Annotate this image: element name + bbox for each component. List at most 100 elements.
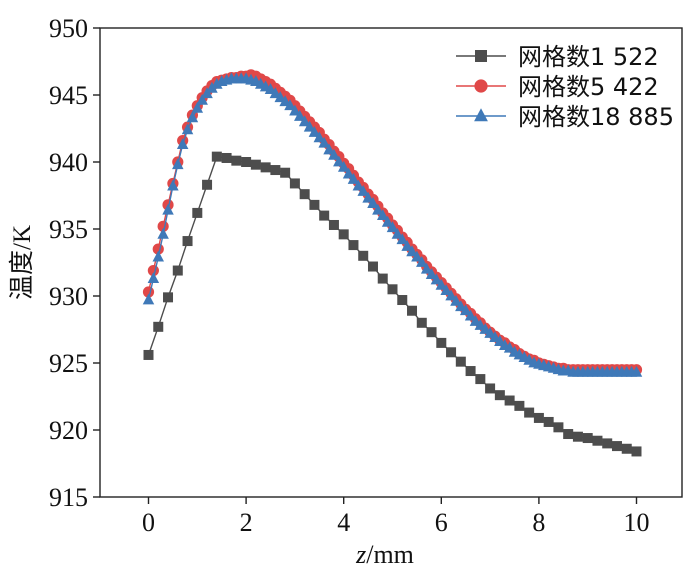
data-point-triangle	[333, 155, 345, 167]
data-point-square	[494, 390, 505, 401]
legend-label: 网格数1 522	[518, 43, 659, 71]
data-point-square	[416, 317, 427, 328]
data-point-triangle	[162, 203, 174, 215]
data-point-square	[504, 395, 515, 406]
data-point-triangle	[142, 293, 155, 305]
data-point-square	[475, 50, 487, 62]
data-point-square	[250, 159, 261, 170]
data-point-triangle	[420, 262, 433, 274]
data-point-square	[485, 383, 496, 394]
data-point-square	[319, 210, 330, 221]
data-point-square	[231, 155, 242, 166]
data-point-square	[582, 433, 593, 444]
data-point-square	[367, 261, 378, 272]
data-point-square	[280, 167, 291, 178]
data-point-triangle	[362, 191, 374, 203]
data-point-triangle	[196, 93, 208, 105]
x-axis-label-unit: /mm	[366, 540, 414, 569]
data-point-triangle	[337, 160, 350, 172]
data-point-triangle	[435, 278, 448, 290]
data-point-triangle	[152, 250, 165, 262]
y-tick-label: 930	[49, 282, 88, 311]
axes: 0 2 4 6 8 10 915 920 925 930 935 940 945 950 z/mm 温度/K	[8, 14, 683, 569]
x-tick-label: 4	[337, 508, 350, 537]
data-point-triangle	[425, 268, 438, 279]
data-point-square	[358, 250, 369, 261]
data-point-triangle	[367, 197, 379, 208]
plot-frame	[99, 27, 683, 498]
data-point-square	[465, 366, 476, 377]
data-point-triangle	[176, 138, 189, 149]
data-point-square	[611, 441, 622, 452]
x-tick-label: 10	[624, 508, 650, 537]
data-point-square	[397, 295, 408, 306]
data-point-triangle	[298, 115, 311, 127]
legend-label: 网格数18 885	[518, 103, 674, 131]
y-tick-label: 940	[49, 148, 88, 177]
data-point-triangle	[289, 104, 301, 116]
data-point-square	[338, 229, 349, 240]
data-point-triangle	[308, 126, 321, 137]
x-axis-label: z/mm	[355, 540, 414, 569]
data-point-triangle	[347, 172, 360, 184]
y-axis-label: 温度/K	[8, 225, 36, 300]
data-point-square	[348, 240, 359, 251]
data-point-square	[436, 337, 447, 348]
data-point-triangle	[328, 148, 340, 160]
data-point-square	[455, 356, 466, 367]
data-point-square	[309, 199, 320, 210]
data-point-triangle	[450, 294, 462, 306]
data-point-triangle	[445, 289, 457, 301]
data-point-square	[192, 207, 203, 218]
data-point-square	[202, 179, 213, 190]
data-point-triangle	[630, 365, 643, 377]
data-point-triangle	[186, 111, 199, 123]
data-point-square	[631, 446, 642, 457]
x-tick-label: 2	[240, 508, 253, 537]
series-3	[142, 72, 643, 377]
data-point-square	[514, 400, 525, 411]
data-point-triangle	[376, 209, 389, 221]
data-point-triangle	[181, 123, 194, 135]
data-point-triangle	[416, 255, 428, 267]
data-point-triangle	[191, 101, 204, 113]
data-point-triangle	[284, 99, 296, 111]
data-point-triangle	[167, 179, 179, 191]
y-tick-label: 945	[49, 81, 88, 110]
legend-item-3: 网格数18 885	[456, 103, 674, 131]
data-point-triangle	[459, 304, 472, 316]
data-point-square	[446, 347, 457, 358]
data-point-triangle	[411, 250, 423, 262]
data-point-square	[163, 292, 174, 303]
data-point-triangle	[303, 120, 316, 132]
data-point-square	[563, 429, 574, 440]
data-point-circle	[474, 79, 488, 93]
y-tick-label: 920	[49, 416, 88, 445]
data-point-square	[328, 219, 339, 230]
data-point-square	[270, 165, 281, 176]
data-point-square	[260, 162, 271, 173]
data-point-square	[543, 416, 554, 427]
data-point-triangle	[396, 233, 409, 245]
data-point-square	[533, 412, 544, 423]
data-point-triangle	[318, 136, 330, 148]
data-point-square	[153, 321, 164, 332]
x-tick-label: 0	[142, 508, 155, 537]
data-point-triangle	[323, 143, 335, 155]
data-point-triangle	[172, 158, 184, 170]
data-point-triangle	[157, 227, 169, 239]
data-point-triangle	[342, 167, 355, 179]
data-point-square	[407, 305, 418, 316]
data-point-triangle	[294, 109, 306, 121]
data-point-square	[475, 374, 486, 385]
x-tick-label: 6	[435, 508, 448, 537]
data-point-triangle	[313, 131, 326, 143]
data-point-triangle	[474, 108, 488, 122]
x-tick-label: 8	[532, 508, 545, 537]
data-point-square	[211, 151, 222, 162]
data-point-square	[377, 273, 388, 284]
data-point-triangle	[391, 227, 404, 239]
y-tick-label: 950	[49, 14, 88, 43]
data-point-triangle	[372, 203, 384, 215]
